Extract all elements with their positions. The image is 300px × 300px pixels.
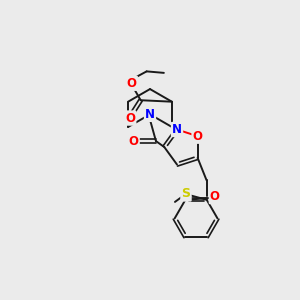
Text: O: O	[129, 135, 139, 148]
Text: O: O	[193, 130, 202, 143]
Text: S: S	[182, 188, 190, 200]
Text: N: N	[172, 123, 182, 136]
Text: O: O	[127, 77, 137, 90]
Text: N: N	[145, 108, 155, 121]
Text: O: O	[125, 112, 135, 124]
Text: O: O	[210, 190, 220, 203]
